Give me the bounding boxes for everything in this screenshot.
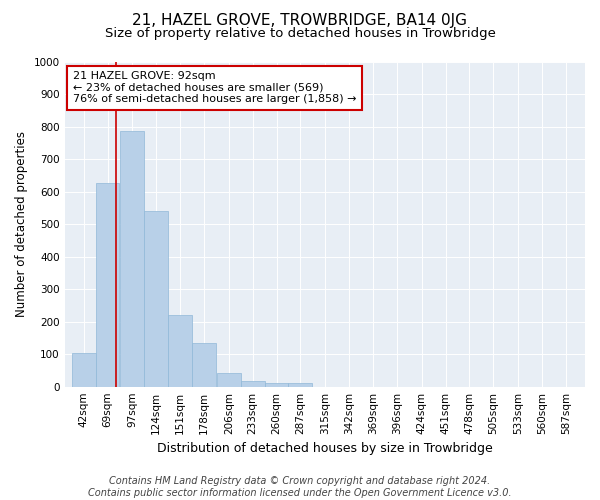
- Bar: [168, 315, 192, 386]
- Bar: [192, 343, 216, 386]
- Text: 21 HAZEL GROVE: 92sqm
← 23% of detached houses are smaller (569)
76% of semi-det: 21 HAZEL GROVE: 92sqm ← 23% of detached …: [73, 72, 356, 104]
- Y-axis label: Number of detached properties: Number of detached properties: [15, 131, 28, 317]
- Bar: [95, 184, 119, 386]
- Bar: [144, 211, 168, 386]
- X-axis label: Distribution of detached houses by size in Trowbridge: Distribution of detached houses by size …: [157, 442, 493, 455]
- Text: 21, HAZEL GROVE, TROWBRIDGE, BA14 0JG: 21, HAZEL GROVE, TROWBRIDGE, BA14 0JG: [133, 12, 467, 28]
- Bar: [241, 381, 265, 386]
- Text: Size of property relative to detached houses in Trowbridge: Size of property relative to detached ho…: [104, 28, 496, 40]
- Bar: [265, 384, 289, 386]
- Bar: [217, 372, 241, 386]
- Text: Contains HM Land Registry data © Crown copyright and database right 2024.
Contai: Contains HM Land Registry data © Crown c…: [88, 476, 512, 498]
- Bar: [72, 352, 95, 386]
- Bar: [121, 132, 144, 386]
- Bar: [289, 384, 313, 386]
